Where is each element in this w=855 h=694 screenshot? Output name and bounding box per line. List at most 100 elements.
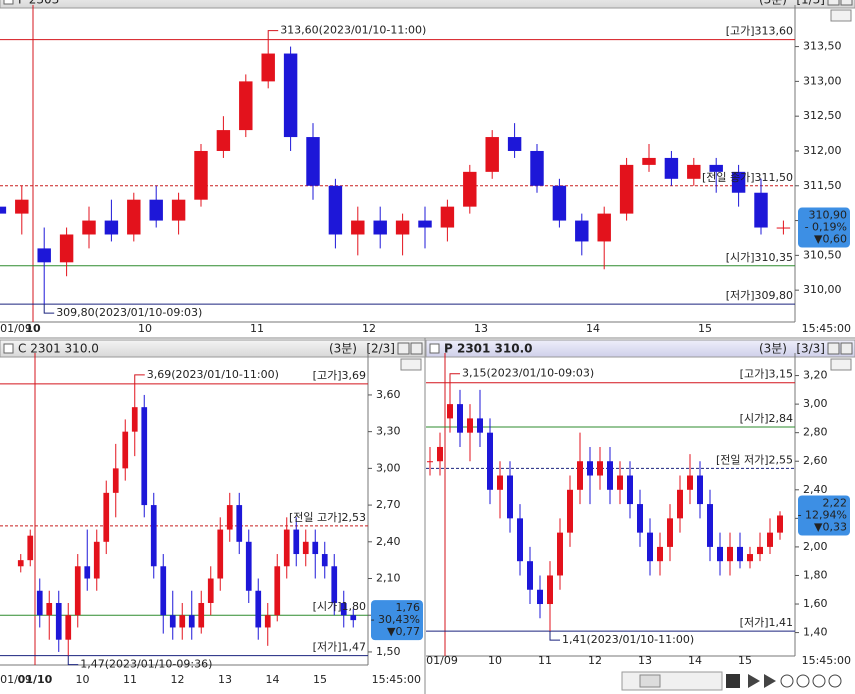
x-tick-label: 15 xyxy=(313,673,327,686)
candle-body xyxy=(306,137,320,186)
y-tick-label: 3,00 xyxy=(376,461,401,474)
candle-body xyxy=(463,171,477,207)
scale-toggle[interactable] xyxy=(400,358,422,371)
reference-label: [저가]309,80 xyxy=(726,289,793,302)
candle-body xyxy=(507,475,513,519)
zoom-in[interactable] xyxy=(780,674,794,688)
header-bar xyxy=(425,339,855,358)
candle-body xyxy=(149,199,163,221)
x-tick-label: 01/09 xyxy=(0,673,32,686)
candle-body xyxy=(188,615,195,628)
chart-page: [1/3] xyxy=(796,0,825,7)
candle-body xyxy=(55,602,62,640)
candle-body xyxy=(467,418,473,433)
reference-label: [시가]2,84 xyxy=(740,412,793,425)
panel-header: C 2301 310.0 [2/3] (3분) xyxy=(0,339,426,358)
annotation-arrow xyxy=(43,304,55,314)
candle-body xyxy=(245,541,252,591)
reference-label: [전일 저가]2,55 xyxy=(716,452,793,466)
stop-button[interactable] xyxy=(726,674,740,688)
chart-title: F 2303 xyxy=(18,0,59,7)
candle-body xyxy=(517,518,523,562)
candle-body xyxy=(587,461,593,476)
y-tick-label: 312,00 xyxy=(803,144,842,157)
candle-body xyxy=(255,590,262,628)
header-icon[interactable] xyxy=(3,0,14,5)
candle-body xyxy=(395,220,410,235)
scrollbar[interactable] xyxy=(621,671,842,691)
y-tick-label: 2,40 xyxy=(803,483,828,496)
candle-body xyxy=(131,407,138,432)
candle-body xyxy=(767,532,773,547)
price-box-text: 2,22 xyxy=(823,496,848,509)
candle-body xyxy=(776,227,791,229)
candle-body xyxy=(15,199,29,214)
chart-interval: (3분) xyxy=(759,0,787,7)
header-icon[interactable] xyxy=(3,343,14,354)
play-button[interactable] xyxy=(748,674,760,688)
header-button[interactable] xyxy=(397,342,410,355)
chart-interval: (3분) xyxy=(329,342,357,356)
candle-body xyxy=(552,185,567,221)
zoom-out[interactable] xyxy=(796,674,810,688)
reference-label: [전일 고가]2,53 xyxy=(289,510,366,524)
x-tick-label: 01/09 xyxy=(426,654,458,667)
x-tick-label: 13 xyxy=(218,673,232,686)
settings[interactable] xyxy=(828,674,842,688)
scale-toggle[interactable] xyxy=(830,9,852,22)
price-box-text: ▼0,77 xyxy=(387,625,420,638)
plot-area xyxy=(426,353,795,656)
candle-body xyxy=(321,554,328,567)
candle-body xyxy=(627,475,633,505)
candle-body xyxy=(757,546,763,555)
candle-body xyxy=(171,199,186,221)
candle-body xyxy=(261,53,275,82)
scale-toggle[interactable] xyxy=(830,358,852,371)
price-box-text: ▼0,60 xyxy=(814,233,847,246)
candle-body xyxy=(667,518,673,547)
close-button[interactable] xyxy=(840,0,853,6)
candle-body xyxy=(619,164,634,214)
candle-body xyxy=(351,220,365,235)
x-tick-label: 15 xyxy=(698,322,712,335)
y-tick-label: 3,60 xyxy=(376,388,401,401)
header-button[interactable] xyxy=(827,342,840,355)
close-button[interactable] xyxy=(410,342,423,355)
candle-body xyxy=(487,432,493,490)
y-tick-label: 2,00 xyxy=(803,540,828,553)
candle-body xyxy=(567,489,573,533)
scroll-thumb[interactable] xyxy=(639,674,661,688)
next-button[interactable] xyxy=(764,674,776,688)
candle-body xyxy=(17,560,24,567)
annotation-label: 3,69(2023/01/10-11:00) xyxy=(147,368,279,381)
time-label: 15:45:00 xyxy=(802,654,851,667)
x-tick-label: 10 xyxy=(138,322,152,335)
annotation-label: 313,60(2023/01/10-11:00) xyxy=(280,24,426,37)
scroll-track[interactable] xyxy=(621,671,723,691)
candle-body xyxy=(350,615,357,621)
close-button[interactable] xyxy=(840,342,853,355)
plot-area xyxy=(0,353,368,665)
y-tick-label: 2,70 xyxy=(376,498,401,511)
header-button[interactable] xyxy=(827,0,840,6)
y-tick-label: 1,40 xyxy=(803,626,828,639)
x-tick-label: 10 xyxy=(76,673,90,686)
zoom-reset[interactable] xyxy=(812,674,826,688)
chart-page: [3/3] xyxy=(796,342,825,356)
reference-label: [저가]1,41 xyxy=(740,616,793,629)
x-tick-label: 10 xyxy=(25,322,41,335)
candle-body xyxy=(160,566,167,616)
candle-body xyxy=(236,505,243,542)
candle-body xyxy=(283,53,298,138)
candle-body xyxy=(427,461,433,463)
annotation-label: 3,15(2023/01/10-09:03) xyxy=(462,367,594,380)
annotation-arrow xyxy=(67,655,79,666)
candle-body xyxy=(747,554,753,562)
plot-area xyxy=(0,5,795,322)
candle-body xyxy=(74,566,81,616)
reference-label: [시가]1,80 xyxy=(313,600,366,613)
header-icon[interactable] xyxy=(429,343,440,354)
reference-label: [고가]3,15 xyxy=(740,368,793,381)
